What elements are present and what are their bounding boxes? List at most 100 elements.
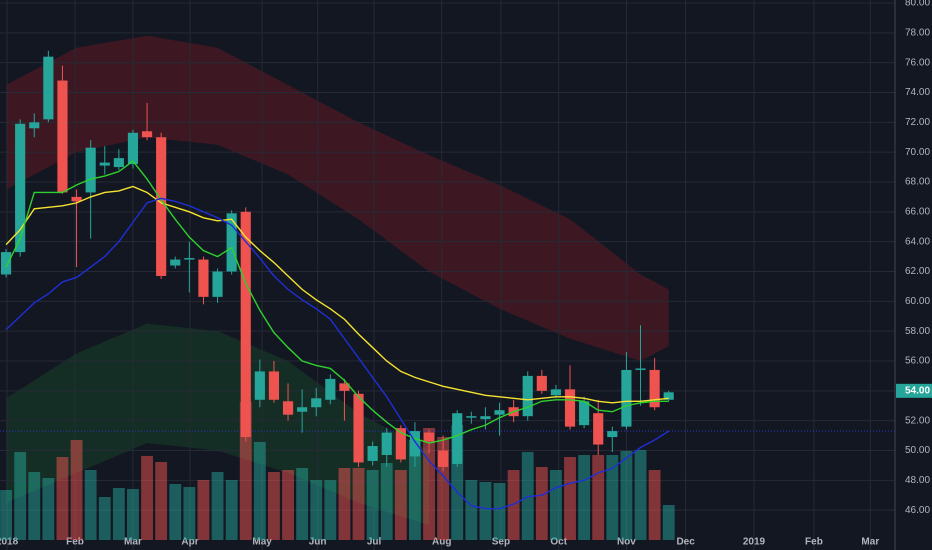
x-tick-label: Dec: [676, 537, 695, 548]
volume-bar: [127, 489, 139, 540]
candle-body: [226, 213, 237, 272]
candle-body: [409, 431, 421, 457]
y-tick-label: 64.00: [905, 236, 930, 247]
candle-body: [15, 123, 26, 253]
volume-bar: [352, 468, 365, 540]
volume-bar: [141, 456, 153, 540]
candle-body: [297, 407, 308, 412]
volume-bar: [310, 480, 323, 540]
y-tick-label: 68.00: [905, 177, 930, 188]
volume-bar: [268, 472, 280, 540]
volume-bar: [183, 487, 196, 540]
volume-bar: [634, 450, 647, 540]
candle-body: [635, 368, 646, 370]
candle-body: [353, 393, 364, 463]
candle-body: [339, 383, 350, 391]
volume-bar: [197, 480, 210, 540]
y-tick-label: 74.00: [905, 87, 930, 98]
candle-body: [156, 137, 167, 276]
volume-bar: [324, 480, 337, 540]
volume-bar: [155, 462, 168, 540]
volume-bar: [70, 440, 83, 540]
candle-body: [381, 432, 392, 455]
candle-body: [438, 450, 449, 467]
candle-body: [367, 446, 378, 461]
candle-body: [494, 410, 505, 415]
volume-bar: [112, 488, 125, 540]
candle-body: [57, 80, 68, 193]
x-tick-label: Mar: [861, 537, 879, 548]
band: [6, 323, 430, 526]
volume-bar: [296, 468, 309, 540]
moving-average-line: [5, 197, 670, 510]
candle-body: [212, 271, 223, 297]
y-tick-label: 76.00: [905, 57, 930, 68]
volume-bar: [98, 497, 111, 540]
x-tick-label: Apr: [181, 537, 198, 548]
candle-body: [240, 211, 251, 438]
candle-body: [423, 432, 435, 442]
volume-bar: [507, 470, 520, 540]
candle-body: [71, 196, 82, 202]
y-tick-label: 62.00: [905, 266, 930, 277]
volume-bar: [521, 452, 534, 540]
band: [6, 35, 669, 361]
x-tick-label: Sep: [492, 537, 510, 548]
x-tick-label: 2018: [0, 537, 19, 548]
y-tick-label: 78.00: [905, 27, 930, 38]
volume-bar: [338, 468, 351, 540]
x-tick-label: May: [252, 537, 272, 548]
x-tick-label: Nov: [617, 537, 636, 548]
y-tick-label: 70.00: [905, 147, 930, 158]
candle-body: [184, 258, 195, 260]
last-price-badge: [896, 383, 932, 398]
x-tick-label: Mar: [124, 537, 142, 548]
candle-body: [254, 371, 265, 400]
candle-body: [550, 389, 561, 396]
candle-body: [311, 398, 322, 408]
x-tick-label: Feb: [66, 537, 84, 548]
y-tick-label: 56.00: [905, 356, 930, 367]
volume-bar: [253, 442, 266, 540]
volume-bar: [437, 437, 450, 540]
candle-body: [663, 392, 674, 400]
volume-bar: [493, 483, 506, 540]
candle-body: [127, 132, 139, 165]
candle-body: [395, 428, 406, 460]
y-tick-label: 60.00: [905, 296, 930, 307]
y-tick-label: 72.00: [905, 117, 930, 128]
volume-bar: [282, 470, 294, 540]
candle-body: [113, 158, 124, 168]
volume-bar: [225, 480, 238, 540]
y-tick-label: 58.00: [905, 326, 930, 337]
x-tick-label: Feb: [805, 537, 823, 548]
last-price-label: 54.00: [905, 385, 930, 396]
volume-bar: [14, 452, 27, 540]
candle-body: [607, 431, 618, 438]
volume-bar: [592, 455, 605, 540]
candle-body: [85, 147, 96, 193]
candle-body: [564, 389, 576, 427]
candle-body: [141, 131, 153, 138]
volume-bar: [84, 470, 97, 540]
candle-body: [325, 378, 336, 400]
volume-bar: [28, 472, 41, 540]
candle-body: [593, 413, 604, 445]
candle-body: [522, 375, 533, 417]
x-tick-label: Aug: [432, 537, 451, 548]
volume-bar: [380, 463, 393, 540]
volume-bar: [451, 425, 464, 540]
candle-body: [480, 416, 491, 420]
volume-bar: [564, 457, 576, 540]
volume-bar: [479, 482, 492, 540]
candle-body: [282, 401, 294, 415]
volume-bar: [423, 428, 435, 540]
x-tick-label: Jun: [309, 537, 327, 548]
moving-average-line: [5, 185, 669, 404]
volume-bar: [366, 470, 379, 540]
y-tick-label: 52.00: [905, 415, 930, 426]
volume-bar: [620, 451, 633, 540]
candle-body: [29, 122, 40, 129]
